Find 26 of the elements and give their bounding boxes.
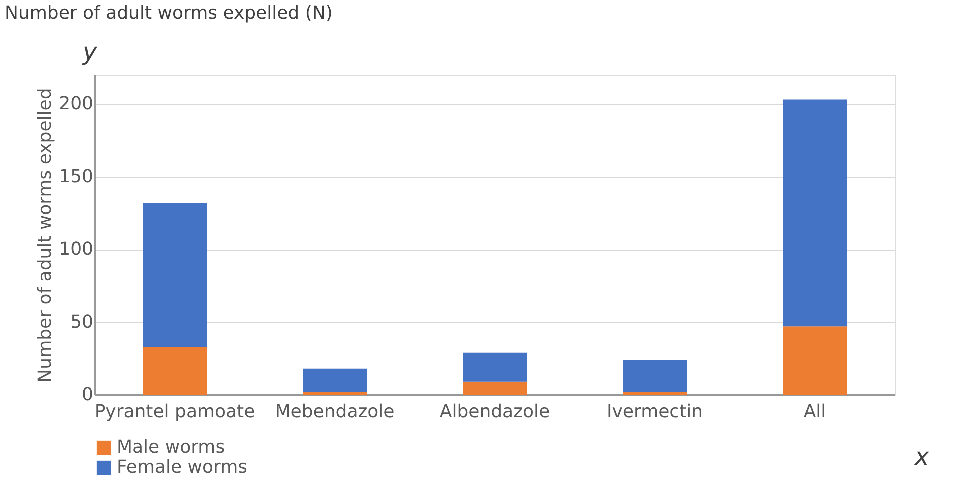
x-tick-label: All <box>804 402 826 422</box>
bar <box>463 382 527 395</box>
bar <box>143 347 207 395</box>
y-tick-label: 50 <box>70 312 94 333</box>
chart-title: Number of adult worms expelled (N) <box>5 3 333 24</box>
y-axis-title: Number of adult worms expelled <box>35 88 56 383</box>
y-tick-label: 200 <box>59 94 94 115</box>
bar <box>303 392 367 395</box>
x-tick-label: Pyrantel pamoate <box>94 402 256 422</box>
bar <box>623 360 687 392</box>
bar <box>143 203 207 347</box>
y-tick-label: 0 <box>82 384 94 406</box>
text: y <box>82 38 98 66</box>
y-tick-label: 150 <box>59 166 94 188</box>
y-tick-label: 100 <box>59 239 94 260</box>
bar <box>463 352 527 382</box>
text: x <box>914 443 930 471</box>
x-tick-label: Mebendazole <box>275 402 395 422</box>
bar <box>623 392 687 395</box>
x-tick-label: Albendazole <box>440 402 550 422</box>
bar <box>783 100 847 327</box>
legend-label: Female worms <box>117 457 248 478</box>
legend-label: Male worms <box>117 437 226 458</box>
bar <box>783 326 847 395</box>
bar <box>303 368 367 392</box>
x-tick-label: Ivermectin <box>606 402 704 422</box>
